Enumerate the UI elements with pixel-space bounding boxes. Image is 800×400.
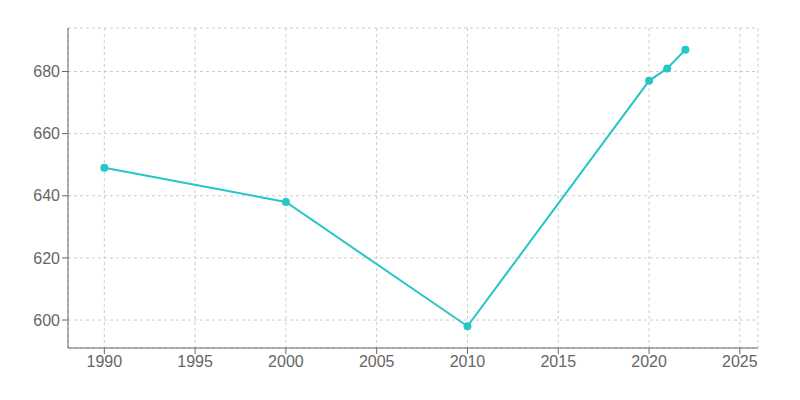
svg-text:2020: 2020: [631, 353, 667, 370]
svg-text:2000: 2000: [268, 353, 304, 370]
svg-text:640: 640: [33, 187, 60, 204]
svg-text:2010: 2010: [450, 353, 486, 370]
svg-text:1995: 1995: [177, 353, 213, 370]
svg-text:600: 600: [33, 312, 60, 329]
svg-text:2025: 2025: [722, 353, 758, 370]
svg-text:660: 660: [33, 125, 60, 142]
svg-text:1990: 1990: [87, 353, 123, 370]
svg-text:620: 620: [33, 250, 60, 267]
svg-text:680: 680: [33, 63, 60, 80]
svg-text:2015: 2015: [540, 353, 576, 370]
svg-text:2005: 2005: [359, 353, 395, 370]
